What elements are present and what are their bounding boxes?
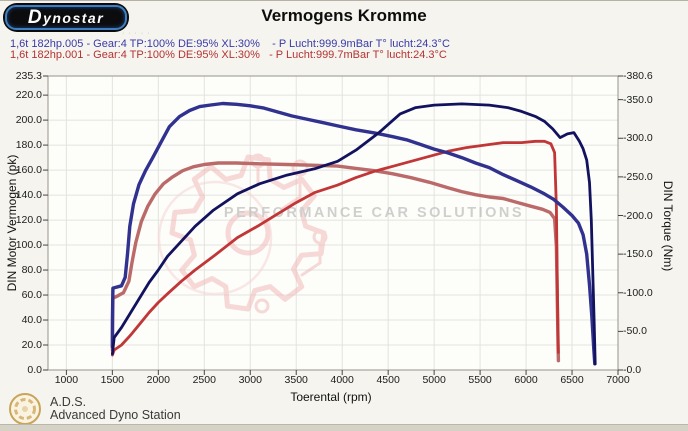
ads-subtitle: Advanced Dyno Station (50, 408, 181, 422)
watermark-circle (157, 180, 273, 296)
dynostar-logo-text: Dynostar (27, 7, 105, 28)
circuit-trace (300, 241, 322, 277)
logo-subtext: · · · · · (122, 30, 151, 37)
dynostar-logo-ring: Dynostar (5, 5, 127, 30)
gear-hub (225, 210, 271, 256)
run-001-torque-Nm-curve (110, 161, 561, 363)
page-title: Vermogens Kromme (261, 6, 427, 25)
ads-title: A.D.S. (50, 395, 87, 409)
plot-border (47, 75, 619, 371)
run-005-torque-Nm-curve (110, 101, 597, 366)
ads-logo-icon (9, 393, 41, 425)
circuit-node-icon (254, 298, 270, 314)
run-001-power-pk-curve (111, 139, 560, 357)
run-005-power-pk-curve (111, 102, 597, 366)
circuit-trace (280, 173, 302, 211)
legend-run-005: 1,6t 182hp.005 - Gear:4 TP:100% DE:95% X… (10, 38, 450, 50)
gear-icon (169, 154, 327, 312)
performance-car-solutions-watermark: PERFORMANCE CAR SOLUTIONS (157, 153, 524, 314)
window-bottom-edge (0, 424, 688, 431)
watermark-text: PERFORMANCE CAR SOLUTIONS (224, 205, 524, 221)
legend-run-001: 1,6t 182hp.001 - Gear:4 TP:100% DE:95% X… (10, 49, 447, 61)
dynostar-logo: Dynostar (3, 3, 129, 32)
x-axis-label: Toerental (rpm) (290, 390, 372, 404)
